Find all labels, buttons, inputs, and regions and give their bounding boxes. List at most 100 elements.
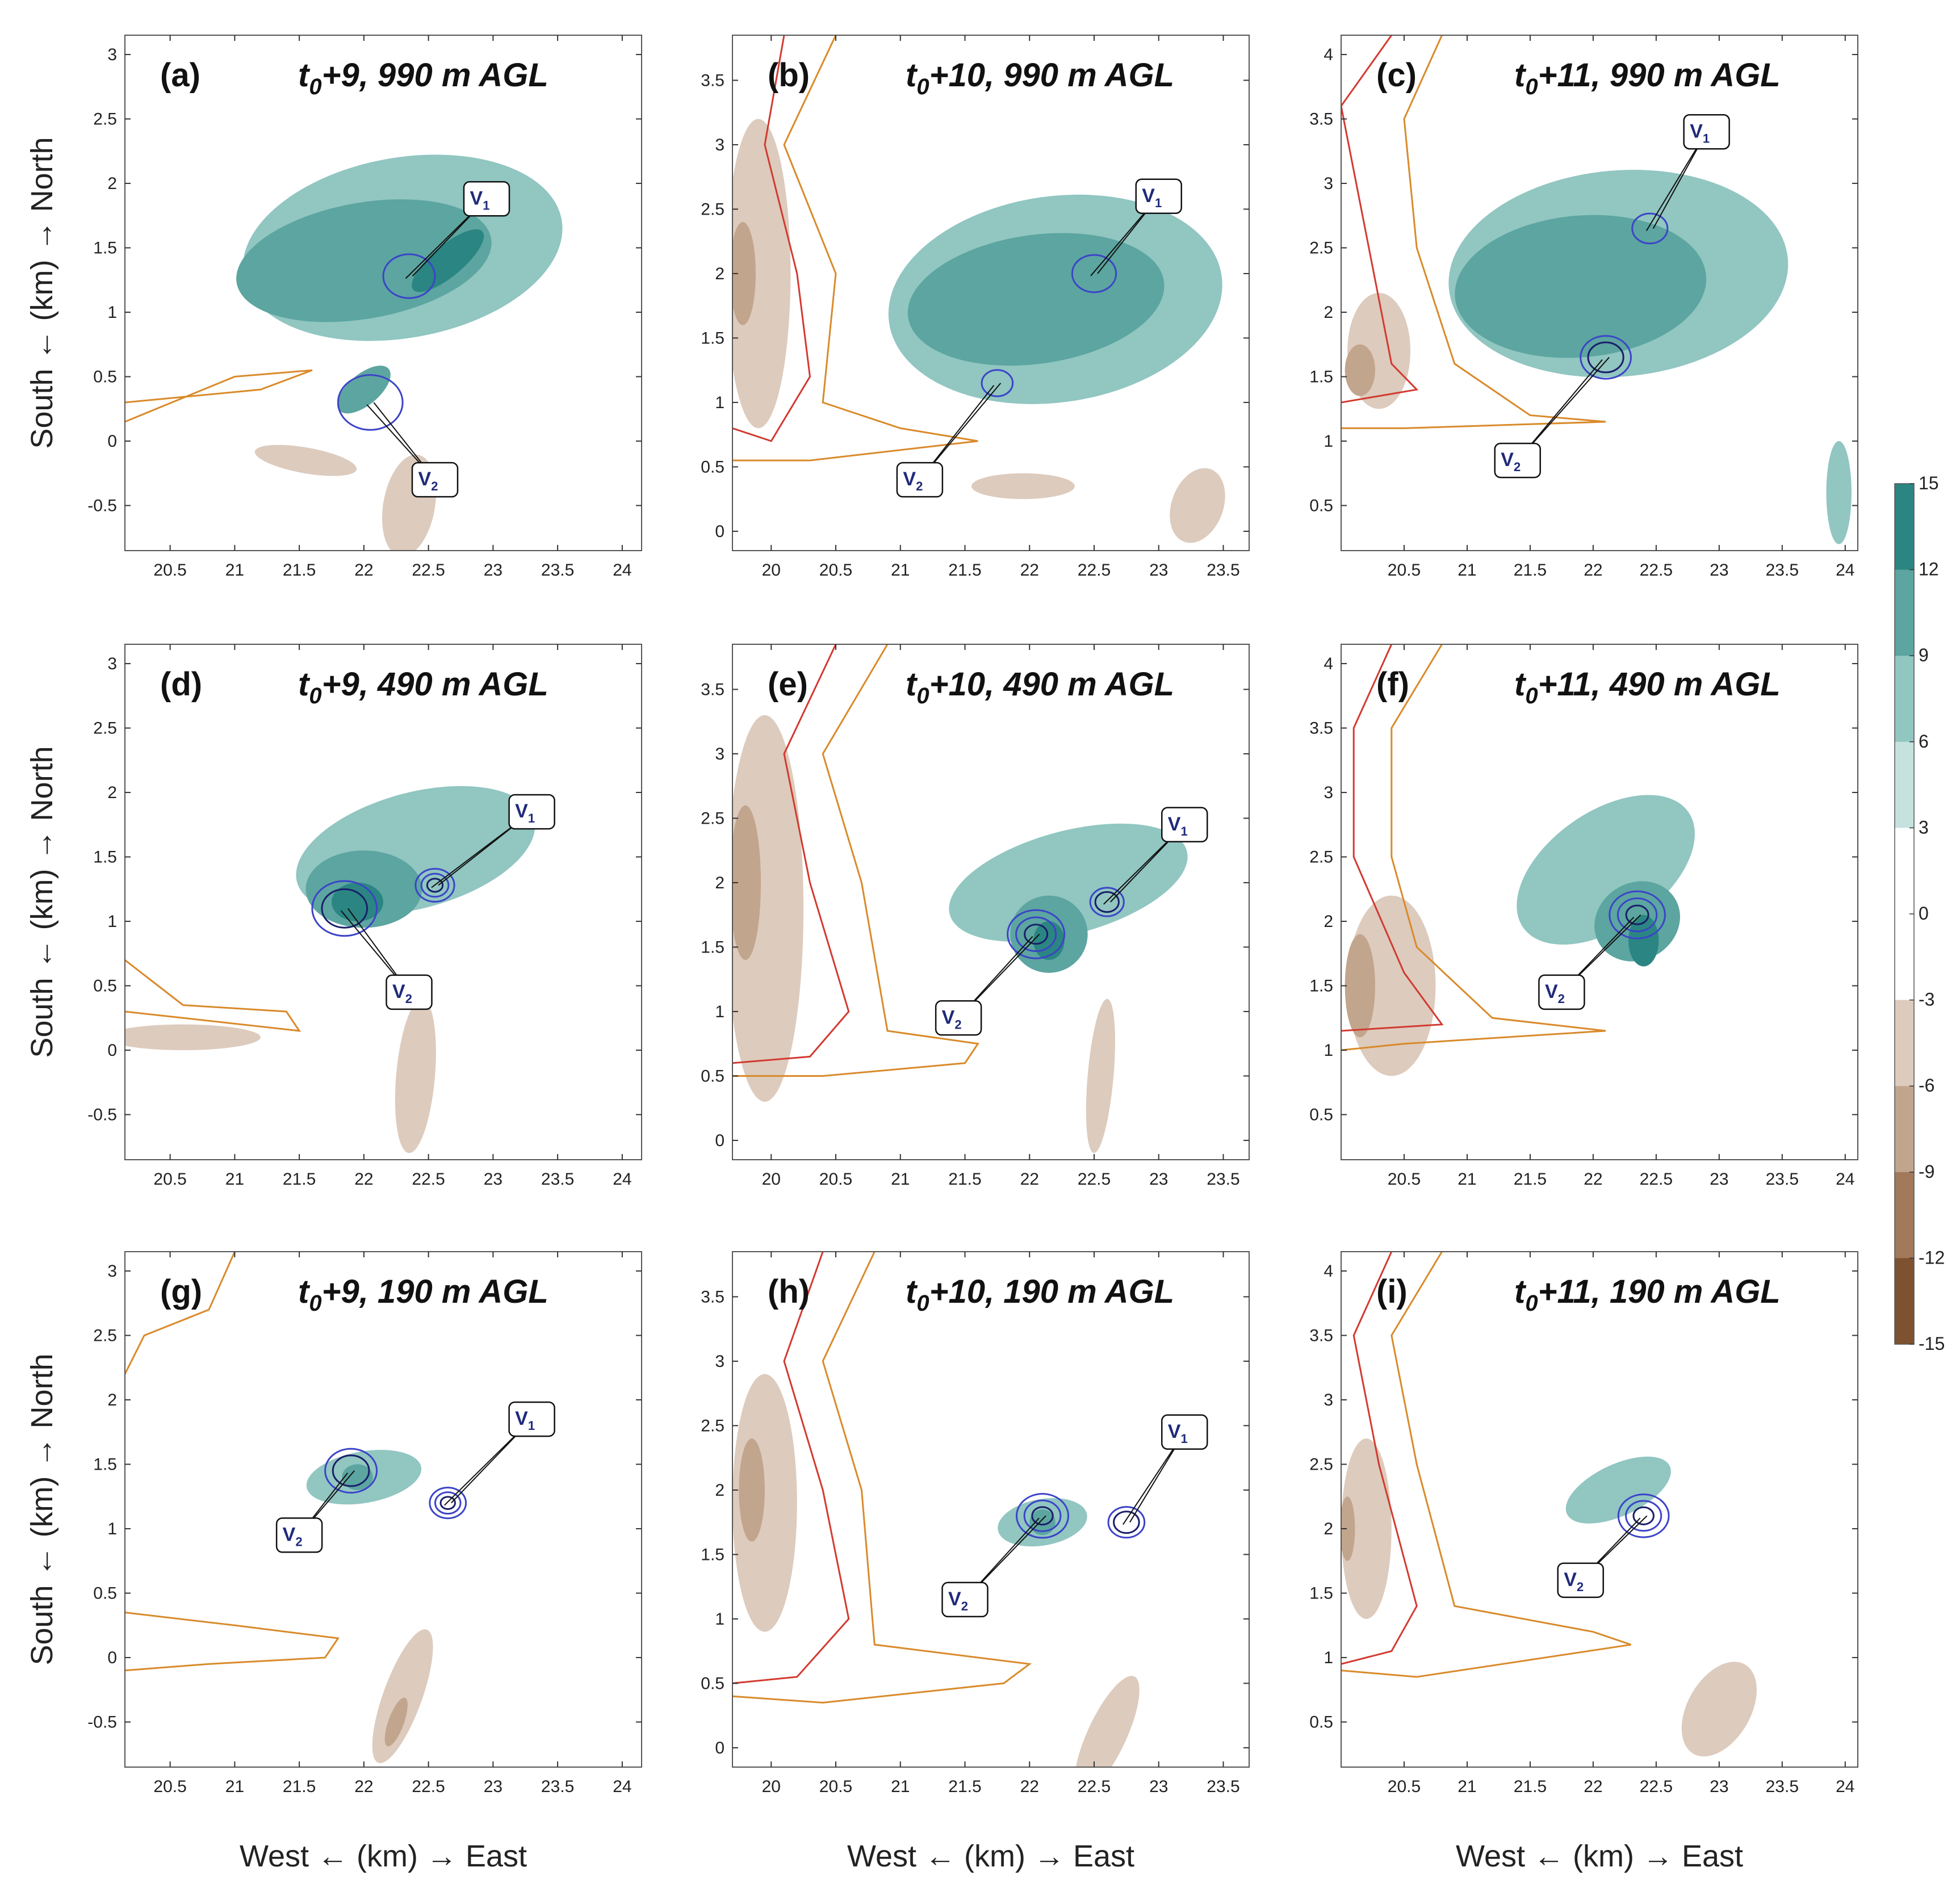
colorbar-tick-label: -6	[1919, 1075, 1934, 1096]
panel-label: (h)	[768, 1273, 810, 1310]
x-tick-label: 24	[1836, 1170, 1854, 1189]
y-tick-label: 4	[1324, 1262, 1333, 1281]
vortex-label: V1	[1168, 1421, 1188, 1446]
x-tick-label: 22	[354, 561, 373, 580]
x-tick-label: 21	[1458, 1777, 1476, 1796]
y-tick-label: 1	[1324, 432, 1333, 451]
y-tick-label: 3.5	[701, 680, 724, 699]
x-tick-label: 23.5	[1207, 1777, 1239, 1796]
panel-title: t0+10, 490 m AGL	[906, 666, 1174, 708]
x-tick-label: 20	[762, 1170, 781, 1189]
x-tick-label: 24	[613, 561, 631, 580]
orange-contour-line	[125, 1252, 236, 1375]
y-tick-label: 0.5	[1309, 1713, 1333, 1732]
plot-content	[1341, 35, 1852, 544]
vorticity-fill-neg3	[1347, 895, 1436, 1076]
vortex-contour	[324, 1448, 378, 1494]
x-tick-label: 21	[225, 1777, 244, 1796]
x-tick-label: 20.5	[1388, 1170, 1421, 1189]
vortex-contour	[1007, 909, 1066, 959]
x-tick-label: 21.5	[948, 561, 981, 580]
x-tick-label: 21.5	[948, 1777, 981, 1796]
colorbar-tick-label: 6	[1919, 731, 1929, 752]
vortex-label: V2	[903, 468, 923, 493]
x-tick-label: 23	[484, 1777, 502, 1796]
y-tick-label: 3.5	[1309, 1327, 1333, 1345]
vorticity-fill-pos6	[1565, 1457, 1671, 1524]
y-tick-label: 1	[715, 1610, 724, 1629]
vorticity-fill-neg6	[732, 222, 756, 325]
y-tick-label: -0.5	[87, 1106, 117, 1125]
plot-frame	[124, 644, 642, 1160]
plot-area	[125, 1252, 642, 1767]
red-contour-line	[732, 35, 811, 442]
vorticity-fill-pos9	[342, 1464, 373, 1490]
y-tick-label: 2.5	[1309, 239, 1333, 258]
x-tick-label: 21.5	[283, 561, 316, 580]
x-tick-label: 23.5	[541, 1777, 574, 1796]
vorticity-fill-neg3	[254, 444, 357, 476]
red-contour-line	[732, 644, 850, 1064]
x-tick-label: 23.5	[1766, 1170, 1799, 1189]
y-axis-label: South ← (km) → North	[25, 1353, 59, 1665]
x-tick-label: 22.5	[412, 1777, 445, 1796]
vortex-label-box	[896, 461, 944, 498]
plot-content	[732, 1252, 1146, 1767]
vortex-contour	[1031, 1506, 1054, 1526]
orange-contour-line	[1341, 1252, 1631, 1678]
x-tick-label: 23.5	[1207, 1170, 1239, 1189]
colorbar-tick-label: 9	[1919, 645, 1929, 665]
y-tick-label: 1.5	[93, 239, 117, 258]
vortex-contour	[426, 878, 444, 893]
y-tick-label: 0	[107, 1648, 117, 1667]
orange-contour-line	[1341, 644, 1606, 1051]
vortex-label-box	[1161, 807, 1208, 843]
y-tick-label: 2	[1324, 303, 1333, 322]
x-tick-label: 22	[1584, 1170, 1602, 1189]
vortex-contour	[1609, 890, 1666, 939]
vortex-contour	[434, 1491, 462, 1515]
x-tick-label: 21	[225, 561, 244, 580]
panel-label: (f)	[1376, 666, 1409, 703]
y-tick-label: 3.5	[1309, 110, 1333, 129]
vortex-label: V2	[392, 981, 412, 1006]
x-tick-label: 23	[1149, 561, 1168, 580]
y-tick-label: 1	[715, 1002, 724, 1021]
x-tick-label: 20.5	[1388, 1777, 1421, 1796]
y-tick-label: 2	[1324, 912, 1333, 931]
y-tick-label: 1	[107, 303, 117, 322]
vortex-contour	[1631, 212, 1669, 245]
y-tick-label: 1	[107, 912, 117, 931]
x-tick-label: 23	[484, 561, 502, 580]
x-tick-label: 21.5	[1514, 1170, 1547, 1189]
orange-contour-line	[125, 1612, 340, 1672]
y-tick-label: 3	[1324, 174, 1333, 193]
y-tick-label: 0.5	[93, 368, 117, 387]
colorbar-segment	[1895, 484, 1914, 570]
y-tick-label: 1.5	[701, 938, 724, 956]
vortex-contour	[1113, 1511, 1140, 1534]
y-tick-label: 0.5	[701, 1067, 724, 1085]
x-tick-label: 21	[891, 561, 910, 580]
orange-contour-line	[1341, 35, 1606, 429]
panel-title: t0+11, 190 m AGL	[1514, 1273, 1781, 1316]
y-axis-label: South ← (km) → North	[25, 746, 59, 1058]
x-tick-label: 23	[1710, 1170, 1728, 1189]
red-contour-line	[732, 1252, 850, 1684]
vorticity-fill-pos12	[1033, 921, 1065, 960]
x-tick-label: 22.5	[1640, 1777, 1673, 1796]
plot-content	[732, 644, 1188, 1153]
x-tick-label: 20.5	[153, 1170, 186, 1189]
x-tick-label: 20.5	[1388, 561, 1421, 580]
vorticity-fill-neg3	[1086, 998, 1115, 1153]
y-tick-label: 3	[1324, 1391, 1333, 1409]
y-tick-label: 4	[1324, 654, 1333, 673]
panel-label: (d)	[160, 666, 202, 703]
x-tick-label: 20	[762, 561, 781, 580]
x-axis-label: West ← (km) → East	[240, 1839, 527, 1873]
plot-frame	[732, 35, 1250, 551]
colorbar-tick-label: 12	[1919, 559, 1939, 580]
